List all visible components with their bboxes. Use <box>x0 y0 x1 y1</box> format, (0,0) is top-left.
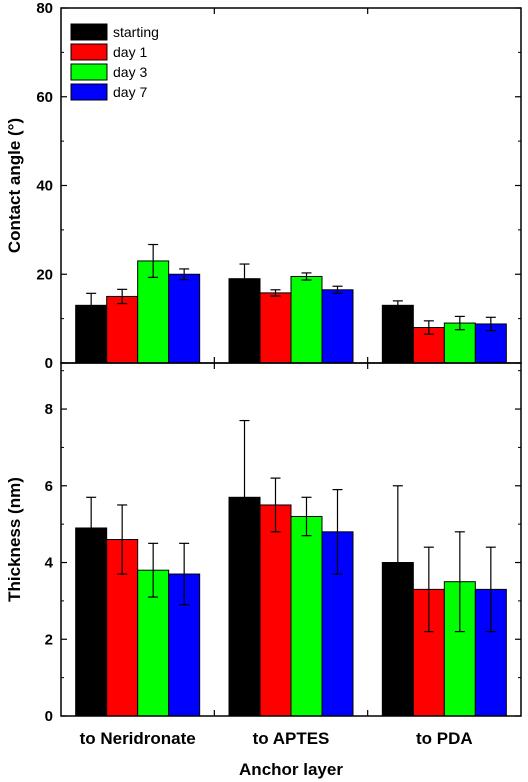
thickness-bar <box>259 504 292 717</box>
x-tick-label: to Neridronate <box>80 729 196 748</box>
thickness-y-tick-label: 8 <box>45 401 53 418</box>
contact-bar <box>168 273 201 364</box>
contact-y-tick-label: 40 <box>36 178 53 195</box>
contact-y-tick-label: 20 <box>36 266 53 283</box>
x-axis-title: Anchor layer <box>239 760 343 779</box>
legend-swatch <box>70 63 108 81</box>
thickness-bar <box>290 515 323 717</box>
legend-label: day 3 <box>113 64 147 80</box>
legend-label: day 7 <box>113 84 147 100</box>
contact-y-tick-label: 80 <box>36 0 53 17</box>
contact-y-tick-label: 60 <box>36 89 53 106</box>
thickness-y-tick-label: 2 <box>45 631 53 648</box>
contact-y-tick-label: 0 <box>45 355 53 372</box>
x-tick-label: to APTES <box>253 729 330 748</box>
legend-label: day 1 <box>113 44 147 60</box>
thickness-y-tick-label: 0 <box>45 708 53 725</box>
legend-label: starting <box>113 24 159 40</box>
thickness-y-tick-label: 6 <box>45 478 53 495</box>
contact-bar <box>381 304 414 364</box>
legend-swatch <box>70 43 108 61</box>
thickness-plot-frame <box>60 362 522 717</box>
x-tick-label: to PDA <box>416 729 473 748</box>
contact-bar <box>321 289 354 364</box>
thickness-y-tick-label: 4 <box>45 555 54 572</box>
contact-bar <box>259 292 292 364</box>
contact-bar <box>106 295 139 364</box>
thickness-y-axis-title: Thickness (nm) <box>5 477 24 602</box>
legend-swatch <box>70 83 108 101</box>
contact-bar <box>290 275 323 364</box>
contact-y-axis-title: Contact angle (°) <box>5 118 24 253</box>
legend-swatch <box>70 23 108 41</box>
